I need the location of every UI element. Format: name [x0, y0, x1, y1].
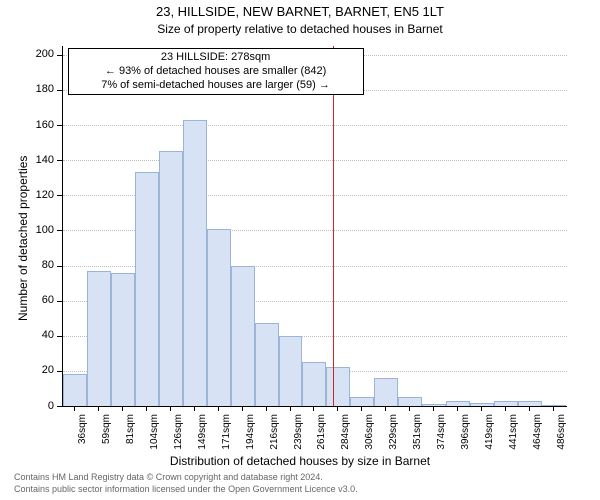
y-tick-label: 60 — [24, 294, 54, 306]
histogram-bar — [63, 374, 87, 406]
histogram-bar — [302, 362, 326, 406]
y-tick — [57, 230, 62, 231]
histogram-bar — [159, 151, 183, 406]
histogram-bar — [398, 397, 422, 406]
histogram-bar — [207, 229, 231, 406]
x-tick-label: 216sqm — [269, 414, 280, 500]
x-tick-label: 419sqm — [484, 414, 495, 500]
x-tick — [529, 406, 530, 411]
x-tick — [457, 406, 458, 411]
annotation-box: 23 HILLSIDE: 278sqm← 93% of detached hou… — [68, 48, 364, 95]
grid-line — [63, 160, 567, 161]
x-tick-label: 171sqm — [221, 414, 232, 500]
histogram-bar — [135, 172, 159, 406]
x-tick-label: 284sqm — [340, 414, 351, 500]
y-tick — [57, 160, 62, 161]
plot-area — [62, 46, 567, 407]
x-tick-label: 81sqm — [125, 414, 136, 500]
y-tick-label: 100 — [24, 224, 54, 236]
x-tick-label: 239sqm — [293, 414, 304, 500]
x-tick-label: 441sqm — [508, 414, 519, 500]
x-tick — [361, 406, 362, 411]
y-tick-label: 20 — [24, 364, 54, 376]
y-tick-label: 0 — [24, 400, 54, 412]
y-tick — [57, 125, 62, 126]
grid-line — [63, 125, 567, 126]
annotation-line-0: 23 HILLSIDE: 278sqm — [75, 51, 357, 65]
y-tick — [57, 301, 62, 302]
x-tick — [218, 406, 219, 411]
x-tick — [553, 406, 554, 411]
histogram-bar — [542, 405, 566, 406]
footer-licence: Contains public sector information licen… — [14, 484, 358, 494]
x-tick-label: 149sqm — [197, 414, 208, 500]
y-tick — [57, 371, 62, 372]
histogram-bar — [231, 266, 255, 406]
y-tick-label: 140 — [24, 154, 54, 166]
histogram-bar — [183, 120, 207, 406]
x-tick-label: 36sqm — [77, 414, 88, 500]
chart-subtitle: Size of property relative to detached ho… — [0, 22, 600, 36]
histogram-bar — [422, 404, 446, 406]
x-tick — [409, 406, 410, 411]
y-tick — [57, 336, 62, 337]
x-tick — [242, 406, 243, 411]
x-tick — [194, 406, 195, 411]
x-tick — [337, 406, 338, 411]
histogram-bar — [279, 336, 303, 406]
histogram-bar — [111, 273, 135, 406]
x-tick — [313, 406, 314, 411]
histogram-bar — [374, 378, 398, 406]
x-tick — [122, 406, 123, 411]
chart-title-address: 23, HILLSIDE, NEW BARNET, BARNET, EN5 1L… — [0, 4, 600, 19]
x-tick — [290, 406, 291, 411]
reference-line — [333, 46, 334, 406]
histogram-bar — [87, 271, 111, 406]
y-tick-label: 180 — [24, 83, 54, 95]
y-tick — [57, 90, 62, 91]
histogram-bar — [350, 397, 374, 406]
x-tick — [74, 406, 75, 411]
annotation-line-2: 7% of semi-detached houses are larger (5… — [75, 79, 357, 93]
x-tick-label: 464sqm — [532, 414, 543, 500]
x-tick-label: 194sqm — [245, 414, 256, 500]
x-tick-label: 261sqm — [316, 414, 327, 500]
x-tick — [481, 406, 482, 411]
y-tick-label: 160 — [24, 119, 54, 131]
x-tick-label: 59sqm — [101, 414, 112, 500]
x-tick-label: 396sqm — [460, 414, 471, 500]
x-tick — [385, 406, 386, 411]
x-tick-label: 374sqm — [436, 414, 447, 500]
histogram-bar — [518, 401, 542, 406]
x-tick-label: 329sqm — [388, 414, 399, 500]
y-tick — [57, 406, 62, 407]
x-tick — [146, 406, 147, 411]
x-tick — [433, 406, 434, 411]
property-size-chart: 23, HILLSIDE, NEW BARNET, BARNET, EN5 1L… — [0, 0, 600, 500]
x-tick-label: 351sqm — [412, 414, 423, 500]
y-tick — [57, 266, 62, 267]
histogram-bar — [326, 367, 350, 406]
y-tick-label: 40 — [24, 329, 54, 341]
y-tick — [57, 55, 62, 56]
x-tick — [266, 406, 267, 411]
y-tick-label: 120 — [24, 189, 54, 201]
y-tick-label: 80 — [24, 259, 54, 271]
x-tick-label: 104sqm — [149, 414, 160, 500]
annotation-line-1: ← 93% of detached houses are smaller (84… — [75, 65, 357, 79]
x-tick — [98, 406, 99, 411]
y-tick-label: 200 — [24, 48, 54, 60]
y-tick — [57, 195, 62, 196]
x-tick-label: 306sqm — [364, 414, 375, 500]
histogram-bar — [446, 401, 470, 406]
histogram-bar — [494, 401, 518, 406]
x-tick — [505, 406, 506, 411]
histogram-bar — [255, 323, 279, 406]
x-tick-label: 126sqm — [173, 414, 184, 500]
x-tick — [170, 406, 171, 411]
x-tick-label: 486sqm — [556, 414, 567, 500]
